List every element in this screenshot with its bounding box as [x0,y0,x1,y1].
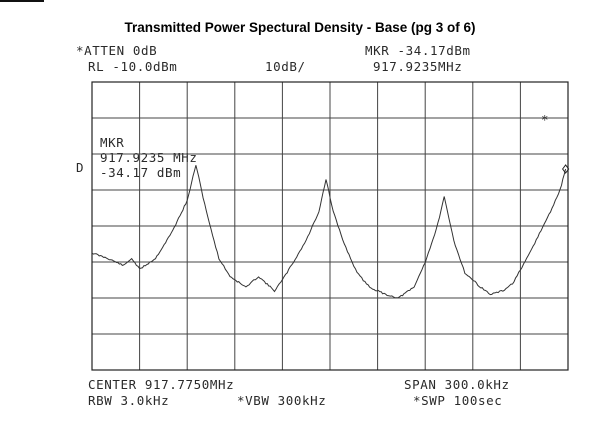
sweep-readout: *SWP 100sec [413,393,503,408]
display-mode-label: D [76,160,85,175]
span-readout: SPAN 300.0kHz [404,377,510,392]
marker-freq-readout: 917.9235MHz [373,59,463,74]
marker-point [561,164,570,174]
marker-box-label: MKR [100,135,125,150]
rbw-readout: RBW 3.0kHz [88,393,170,408]
atten-readout: *ATTEN 0dB [76,43,158,58]
ref-level-readout: RL -10.0dBm [88,59,178,74]
vbw-readout: *VBW 300kHz [237,393,327,408]
corner-mark [0,0,44,16]
chart-title: Transmitted Power Spectural Density - Ba… [124,20,476,35]
center-freq-readout: CENTER 917.7750MHz [88,377,235,392]
marker-symbol: * [541,112,550,127]
plot-frame [91,81,569,371]
spectrum-trace [91,165,567,299]
marker-box-level: -34.17 dBm [100,165,182,180]
marker-level-readout: MKR -34.17dBm [365,43,471,58]
scale-readout: 10dB/ [265,59,306,74]
